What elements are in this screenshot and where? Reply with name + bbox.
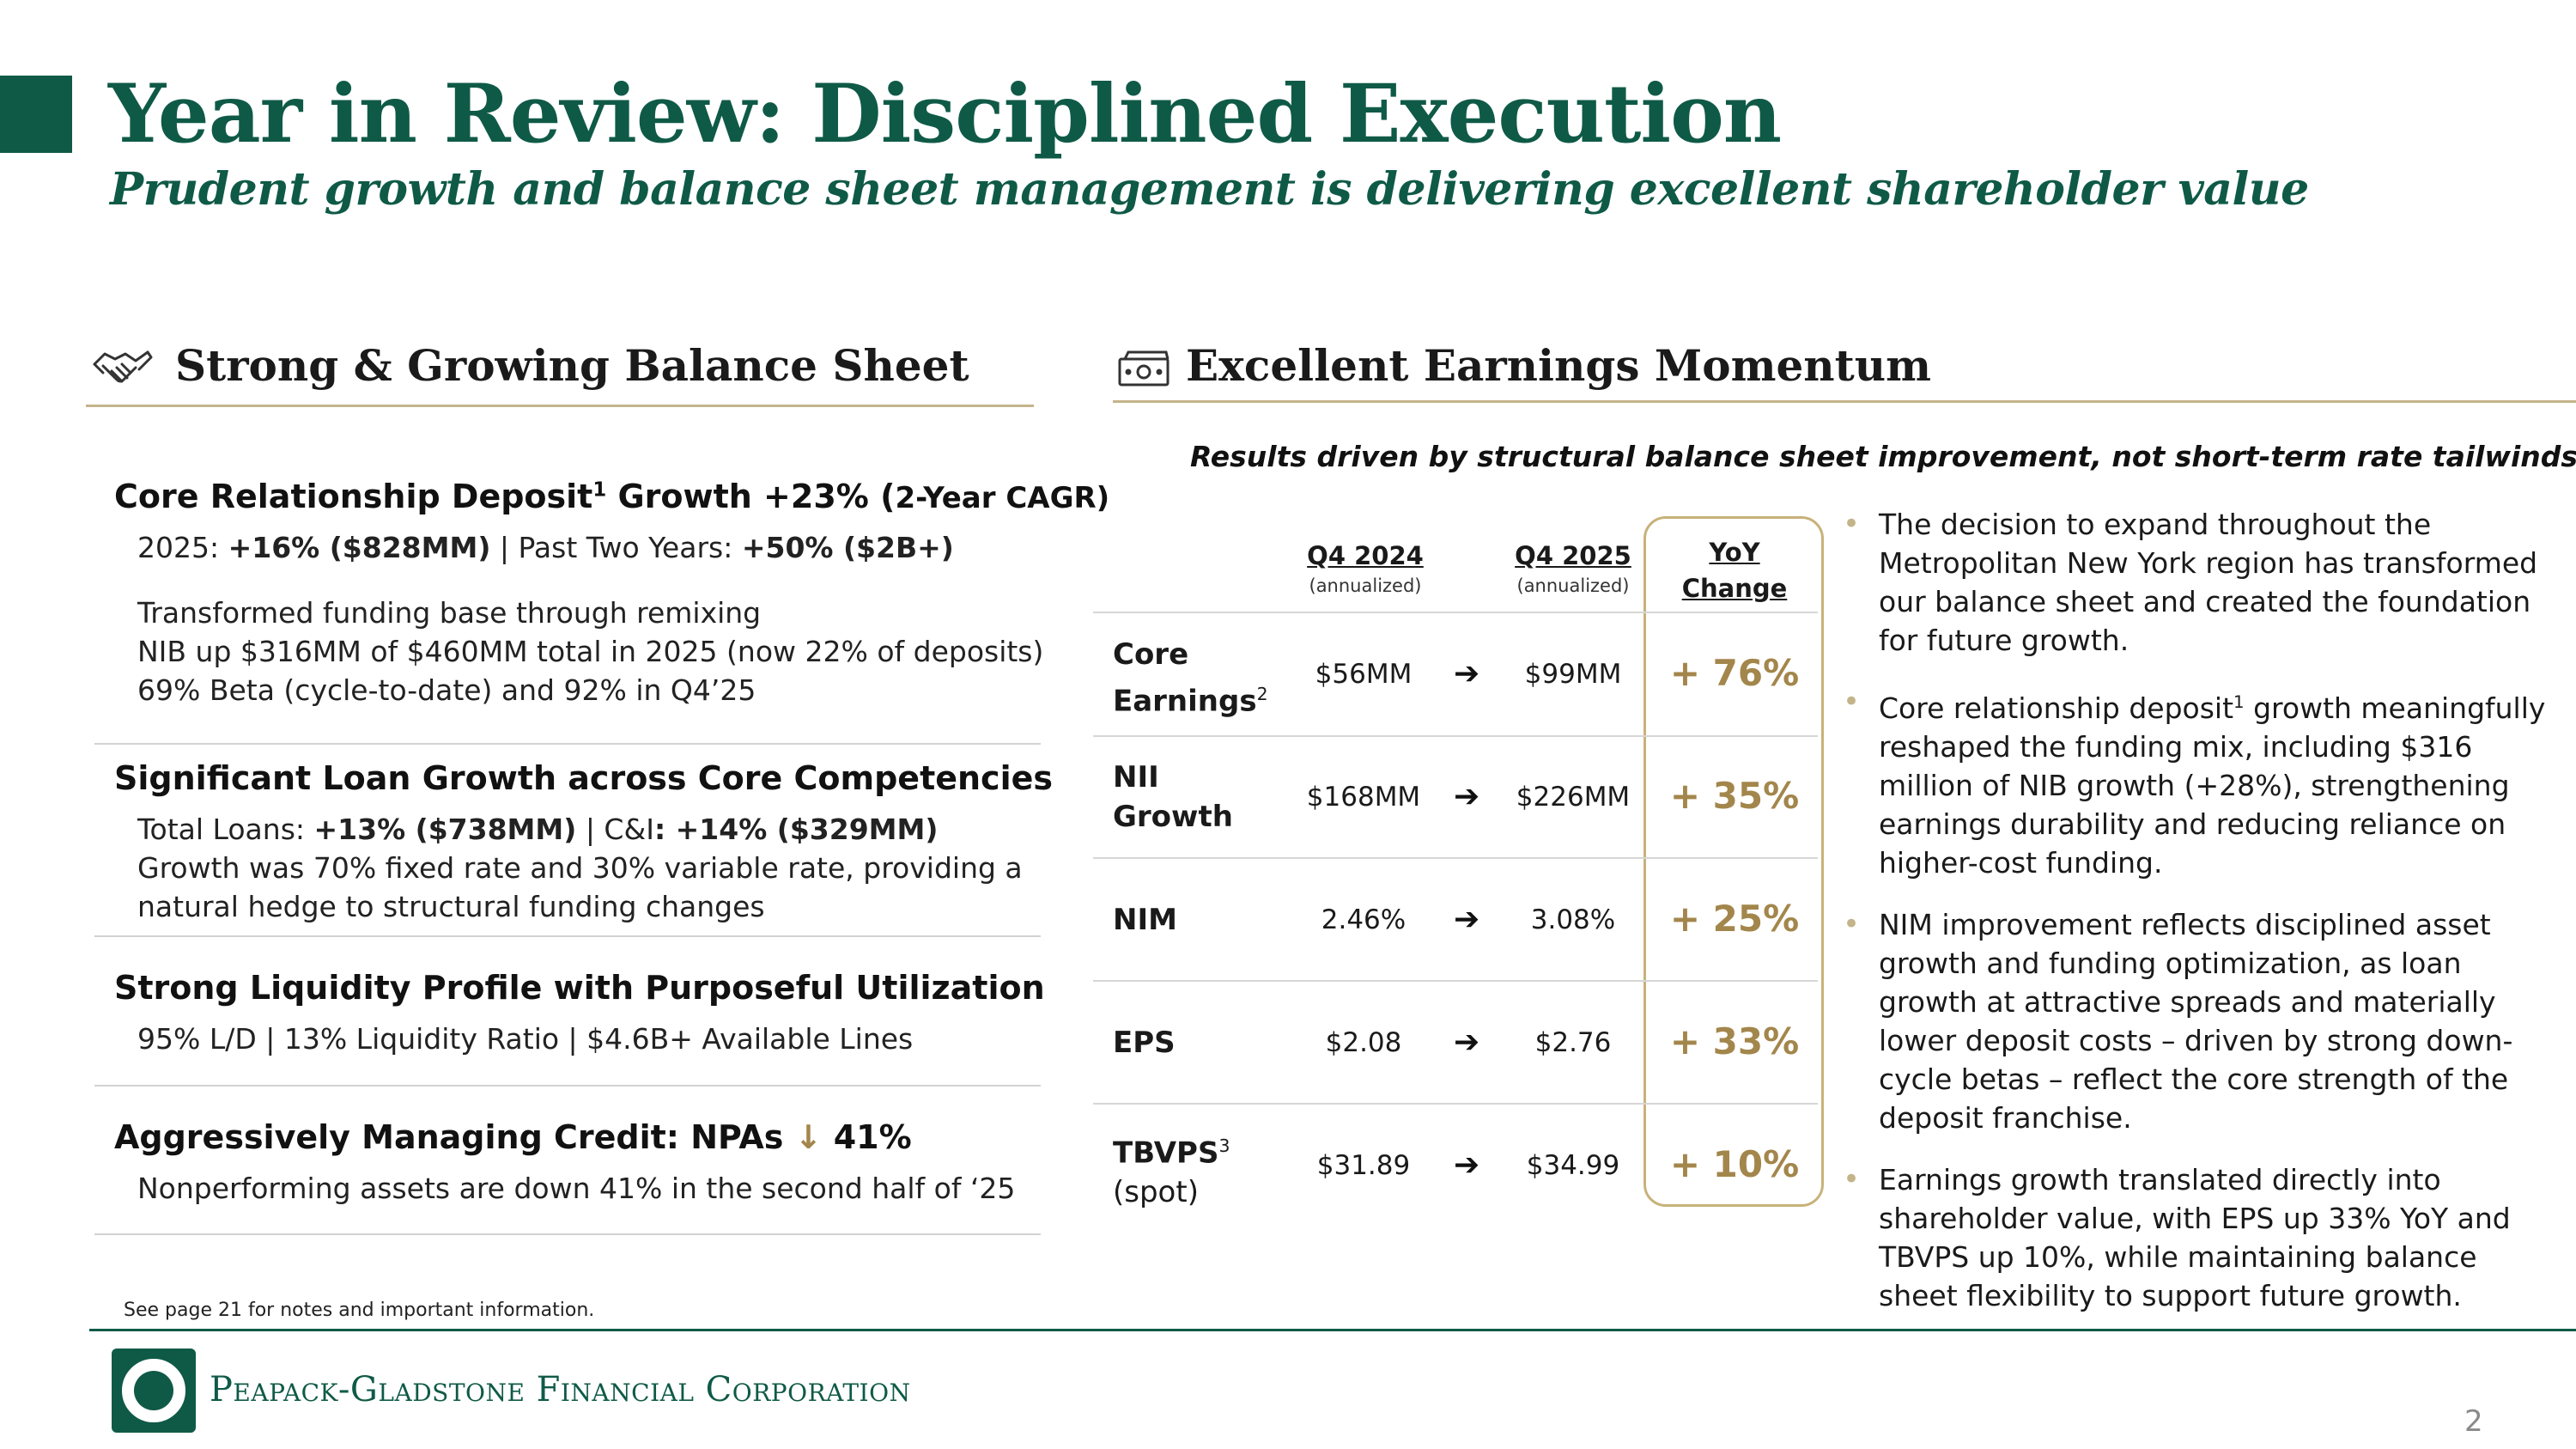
table-cell-yoy: + 25% [1669, 898, 1800, 940]
deposit-growth-line-4: 69% Beta (cycle-to-date) and 92% in Q4’2… [137, 673, 756, 707]
table-row-label: NII Growth [1113, 760, 1233, 834]
table-cell-q4-2025: $2.76 [1534, 1027, 1612, 1058]
arrow-right-icon: ➔ [1454, 902, 1480, 937]
table-row-label: EPS [1113, 1026, 1176, 1060]
table-cell-q4-2025: $226MM [1516, 782, 1631, 813]
deposit-growth-heading: Core Relationship Deposit1 Growth +23% (… [114, 478, 1110, 515]
table-row-label: NIM [1113, 903, 1177, 937]
cash-icon [1118, 350, 1170, 387]
column-header-q4-2025: Q4 2025 [1515, 541, 1631, 570]
title-accent-block [0, 76, 72, 153]
table-cell-yoy: + 76% [1669, 652, 1800, 694]
loan-growth-heading: Significant Loan Growth across Core Comp… [114, 759, 1054, 797]
divider [94, 1233, 1041, 1235]
page-subtitle: Prudent growth and balance sheet managem… [110, 163, 2309, 216]
column-header-yoy: YoY Change [1681, 538, 1788, 603]
arrow-right-icon: ➔ [1454, 656, 1480, 691]
table-row-label: Core Earnings2 [1113, 637, 1268, 719]
section-heading-balance-sheet: Strong & Growing Balance Sheet [175, 340, 969, 391]
divider [94, 1085, 1041, 1087]
footnote: See page 21 for notes and important info… [124, 1300, 595, 1321]
table-divider [1093, 612, 1818, 613]
bullet-item: Earnings growth translated directly into… [1843, 1160, 2555, 1315]
liquidity-heading: Strong Liquidity Profile with Purposeful… [114, 969, 1045, 1007]
table-divider [1093, 735, 1818, 737]
arrow-right-icon: ➔ [1454, 1025, 1480, 1060]
table-cell-q4-2024: $31.89 [1316, 1150, 1411, 1181]
bullet-item: NIM improvement reflects disciplined ass… [1843, 905, 2555, 1137]
loan-growth-line-1: Total Loans: +13% ($738MM) | C&I: +14% (… [137, 813, 939, 846]
table-cell-q4-2024: $56MM [1315, 659, 1413, 690]
company-logo [112, 1349, 196, 1433]
deposit-growth-line-1: 2025: +16% ($828MM) | Past Two Years: +5… [137, 531, 954, 564]
table-cell-q4-2025: $34.99 [1526, 1150, 1620, 1181]
arrow-right-icon: ➔ [1454, 779, 1480, 814]
page-number: 2 [2464, 1404, 2483, 1439]
table-divider [1093, 1103, 1818, 1105]
loan-growth-line-2: Growth was 70% fixed rate and 30% variab… [137, 851, 1023, 885]
loan-growth-line-3: natural hedge to structural funding chan… [137, 890, 765, 923]
column-header-q4-2024: Q4 2024 [1307, 541, 1424, 570]
table-divider [1093, 980, 1818, 982]
table-cell-yoy: + 35% [1669, 775, 1800, 817]
table-row-label: TBVPS3 (spot) [1113, 1135, 1230, 1210]
table-cell-yoy: + 33% [1669, 1020, 1800, 1062]
table-cell-q4-2024: $168MM [1306, 782, 1421, 813]
divider [94, 935, 1041, 937]
page-title: Year in Review: Disciplined Execution [108, 67, 1782, 161]
table-cell-yoy: + 10% [1669, 1143, 1800, 1185]
column-subheader-q4-2025: (annualized) [1516, 575, 1630, 596]
company-name: Peapack-Gladstone Financial Corporation [210, 1370, 911, 1409]
section-heading-earnings: Excellent Earnings Momentum [1186, 340, 1932, 391]
down-arrow-icon: ↓ [794, 1118, 823, 1156]
arrow-right-icon: ➔ [1454, 1148, 1480, 1183]
footer-rule [89, 1329, 2576, 1331]
earnings-bullet-list: The decision to expand throughout the Me… [1843, 505, 2555, 1338]
handshake-icon [93, 350, 153, 383]
earnings-tagline: Results driven by structural balance she… [1190, 440, 2576, 473]
bullet-item: The decision to expand throughout the Me… [1843, 505, 2555, 660]
liquidity-line-1: 95% L/D | 13% Liquidity Ratio | $4.6B+ A… [137, 1022, 914, 1056]
deposit-growth-line-2: Transformed funding base through remixin… [137, 596, 762, 630]
column-subheader-q4-2024: (annualized) [1309, 575, 1422, 596]
divider [94, 743, 1041, 745]
deposit-growth-line-3: NIB up $316MM of $460MM total in 2025 (n… [137, 635, 1044, 668]
section-rule-right [1113, 400, 2576, 403]
credit-line-1: Nonperforming assets are down 41% in the… [137, 1172, 1016, 1205]
yoy-highlight-box [1643, 516, 1824, 1207]
table-cell-q4-2025: 3.08% [1530, 904, 1616, 935]
credit-heading: Aggressively Managing Credit: NPAs ↓ 41% [114, 1118, 912, 1156]
bullet-item: Core relationship deposit1 growth meanin… [1843, 683, 2555, 882]
table-cell-q4-2024: $2.08 [1325, 1027, 1402, 1058]
table-cell-q4-2024: 2.46% [1321, 904, 1406, 935]
section-rule-left [86, 405, 1034, 407]
table-cell-q4-2025: $99MM [1524, 659, 1622, 690]
table-divider [1093, 857, 1818, 859]
